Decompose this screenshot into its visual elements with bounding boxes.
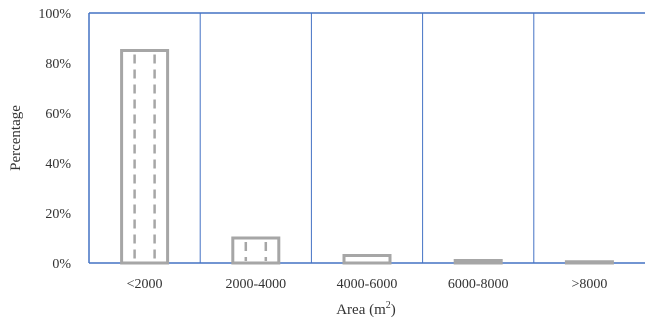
y-tick-label: 40% <box>45 157 71 172</box>
x-tick-label: <2000 <box>127 277 163 292</box>
bar <box>342 254 392 265</box>
x-axis-title-base: Area (m <box>336 302 386 318</box>
bar <box>564 260 614 265</box>
y-tick-label: 20% <box>45 207 71 222</box>
y-tick-label: 60% <box>45 107 71 122</box>
x-tick-label: 6000-8000 <box>448 277 509 292</box>
bar <box>120 49 170 265</box>
x-tick-label: 2000-4000 <box>225 277 286 292</box>
y-tick-label: 0% <box>52 257 71 272</box>
x-axis-title: Area (m2) <box>336 300 396 318</box>
y-axis-ticks: 0% 20% 40% 60% 80% 100% <box>38 7 71 272</box>
x-axis-ticks: <2000 2000-4000 4000-6000 6000-8000 >8000 <box>127 277 608 292</box>
y-tick-label: 100% <box>38 7 71 22</box>
x-tick-label: >8000 <box>571 277 607 292</box>
bars-group <box>120 49 614 265</box>
x-tick-label: 4000-6000 <box>337 277 398 292</box>
x-axis-title-close: ) <box>391 302 396 318</box>
bar <box>453 259 503 265</box>
y-axis-title: Percentage <box>8 105 24 171</box>
y-tick-label: 80% <box>45 57 71 72</box>
plot-frame <box>88 12 645 264</box>
bar <box>231 236 281 265</box>
x-axis-title-superscript: 2 <box>386 300 391 311</box>
